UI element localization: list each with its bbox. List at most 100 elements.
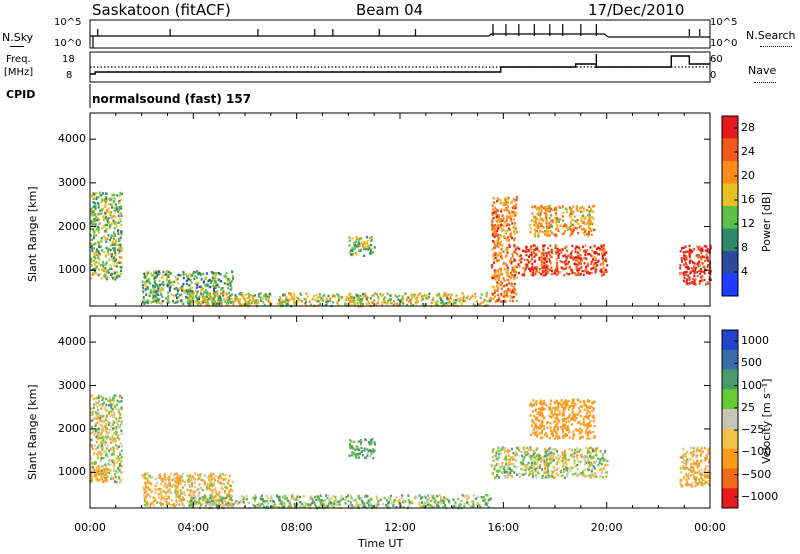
- velocity-panel-echo-cell: [230, 494, 233, 498]
- velocity-panel-echo-cell: [104, 472, 107, 475]
- power-panel-echo-cell: [171, 283, 174, 286]
- power-panel-echo-cell: [104, 276, 107, 279]
- power-panel-echo-cell: [278, 299, 281, 302]
- power-panel-echo-cell: [574, 273, 577, 276]
- power-panel-echo-cell: [530, 245, 533, 248]
- velocity-panel-echo-cell: [95, 469, 98, 473]
- power-panel-echo-cell: [493, 211, 496, 214]
- power-panel-echo-cell: [545, 226, 548, 229]
- power-panel-echo-cell: [500, 287, 503, 290]
- velocity-panel-echo-cell: [112, 396, 115, 400]
- power-panel-echo-cell: [569, 265, 571, 269]
- power-panel-echo-cell: [504, 255, 507, 258]
- velocity-panel-echo-cell: [578, 429, 581, 432]
- power-panel-echo-cell: [222, 292, 225, 296]
- power-panel-echo-cell: [205, 276, 208, 280]
- power-panel-echo-cell: [377, 301, 379, 305]
- power-panel-echo-cell: [206, 295, 209, 298]
- velocity-panel-echo-cell: [248, 501, 250, 505]
- power-panel-echo-cell: [580, 219, 583, 222]
- velocity-panel-echo-cell: [154, 491, 157, 495]
- velocity-panel-echo-cell: [147, 493, 150, 496]
- power-panel-echo-cell: [515, 299, 518, 303]
- velocity-panel-echo-cell: [565, 469, 568, 472]
- power-panel-echo-cell: [696, 262, 699, 265]
- velocity-panel-echo-cell: [162, 484, 165, 488]
- power-panel-echo-cell: [490, 223, 493, 226]
- velocity-panel-echo-cell: [200, 478, 203, 482]
- power-panel-echo-cell: [153, 275, 156, 278]
- power-panel-echo-cell: [440, 301, 443, 305]
- velocity-panel-echo-cell: [116, 446, 119, 450]
- velocity-panel-echo-cell: [168, 487, 171, 491]
- power-panel-echo-cell: [195, 276, 198, 279]
- velocity-panel-echo-cell: [181, 503, 184, 506]
- power-panel-echo-cell: [566, 211, 568, 214]
- power-panel-echo-cell: [571, 269, 574, 273]
- velocity-panel-echo-cell: [459, 504, 462, 507]
- power-panel-echo-cell: [113, 200, 116, 203]
- power-panel-echo-cell: [489, 299, 492, 302]
- velocity-panel-echo-cell: [548, 452, 551, 456]
- power-panel-echo-cell: [166, 301, 169, 304]
- velocity-panel-echo-cell: [480, 496, 483, 499]
- nave-tick-high: 60: [710, 54, 723, 65]
- velocity-panel-echo-cell: [522, 458, 525, 461]
- velocity-panel-echo-cell: [518, 475, 521, 479]
- power-panel-echo-cell: [225, 276, 228, 279]
- power-panel-echo-cell: [352, 300, 355, 304]
- power-panel-echo-cell: [214, 272, 217, 275]
- power-panel-echo-cell: [336, 302, 339, 305]
- power-panel-echo-cell: [585, 257, 588, 260]
- power-panel-echo-cell: [589, 227, 592, 230]
- velocity-panel-echo-cell: [515, 466, 518, 469]
- velocity-panel-echo-cell: [546, 463, 549, 466]
- velocity-panel-echo-cell: [236, 502, 239, 506]
- power-panel-echo-cell: [375, 303, 378, 306]
- velocity-panel-echo-cell: [180, 500, 183, 503]
- velocity-panel-echo-cell: [364, 505, 367, 509]
- velocity-panel-echo-cell: [588, 423, 591, 426]
- velocity-panel-echo-cell: [191, 475, 194, 478]
- power-panel-echo-cell: [569, 234, 572, 237]
- velocity-panel-echo-cell: [529, 466, 532, 469]
- velocity-panel-echo-cell: [203, 494, 206, 497]
- velocity-panel-echo-cell: [358, 456, 361, 459]
- power-panel-echo-cell: [440, 298, 443, 302]
- velocity-panel-echo-cell: [508, 467, 511, 470]
- power-panel-echo-cell: [155, 271, 158, 275]
- power-panel-echo-cell: [547, 251, 550, 254]
- power-panel-echo-cell: [534, 221, 537, 225]
- power-panel-echo-cell: [697, 265, 700, 268]
- power-panel-echo-cell: [194, 271, 197, 274]
- power-panel-echo-cell: [355, 237, 358, 240]
- velocity-panel-echo-cell: [117, 458, 120, 461]
- power-panel-echo-cell: [171, 280, 174, 284]
- velocity-panel-echo-cell: [354, 498, 357, 502]
- velocity-panel-echo-cell: [276, 495, 279, 498]
- power-panel-echo-cell: [707, 264, 710, 267]
- velocity-panel-echo-cell: [98, 479, 101, 482]
- velocity-panel-echo-cell: [112, 476, 115, 480]
- velocity-panel-echo-cell: [511, 469, 514, 473]
- power-panel-echo-cell: [252, 296, 255, 299]
- power-panel-echo-cell: [333, 295, 336, 298]
- velocity-panel-echo-cell: [120, 457, 123, 460]
- power-panel-echo-cell: [97, 196, 100, 199]
- velocity-panel-echo-cell: [100, 469, 103, 472]
- velocity-panel-echo-cell: [114, 433, 117, 436]
- power-panel-echo-cell: [583, 207, 585, 210]
- power-panel-echo-cell: [95, 219, 98, 222]
- power-panel-echo-cell: [580, 228, 583, 231]
- velocity-panel-echo-cell: [93, 403, 96, 406]
- power-panel-echo-cell: [703, 278, 706, 282]
- velocity-panel-echo-cell: [349, 501, 352, 504]
- velocity-panel-echo-cell: [179, 482, 182, 485]
- power-panel-echo-cell: [489, 296, 492, 300]
- power-panel-echo-cell: [231, 270, 233, 273]
- power-panel-echo-cell: [701, 255, 704, 259]
- power-panel-echo-cell: [592, 228, 595, 232]
- velocity-panel-echo-cell: [576, 457, 579, 460]
- velocity-panel-echo-cell: [383, 496, 386, 500]
- velocity-panel-echo-cell: [226, 505, 229, 508]
